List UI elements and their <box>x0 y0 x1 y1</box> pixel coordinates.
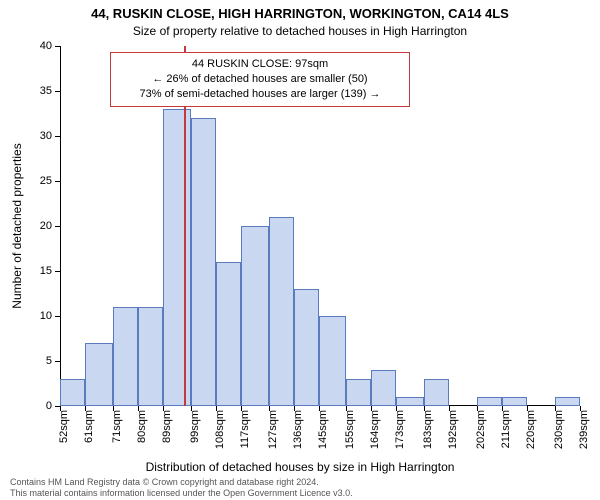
histogram-bar <box>113 307 138 406</box>
x-tick-label: 52sqm <box>58 410 70 443</box>
y-tick <box>55 226 60 227</box>
y-tick-label: 35 <box>22 85 52 97</box>
histogram-bar <box>396 397 424 406</box>
x-tick-label: 61sqm <box>83 410 95 443</box>
y-tick-label: 20 <box>22 220 52 232</box>
histogram-bar <box>346 379 371 406</box>
plot-area: 051015202530354052sqm61sqm71sqm80sqm89sq… <box>60 46 580 406</box>
histogram-bar <box>85 343 113 406</box>
y-tick <box>55 181 60 182</box>
x-tick-label: 173sqm <box>394 410 406 449</box>
x-tick-label: 117sqm <box>239 410 251 448</box>
x-tick-label: 89sqm <box>161 410 173 443</box>
x-tick-label: 71sqm <box>111 410 123 443</box>
footer-line-1: Contains HM Land Registry data © Crown c… <box>10 477 353 487</box>
histogram-bar <box>424 379 449 406</box>
histogram-bar <box>191 118 216 406</box>
histogram-bar <box>294 289 319 406</box>
y-tick-label: 25 <box>22 175 52 187</box>
histogram-bar <box>502 397 527 406</box>
x-tick-label: 127sqm <box>267 410 279 449</box>
y-tick <box>55 46 60 47</box>
x-tick-label: 230sqm <box>553 410 565 449</box>
histogram-bar <box>371 370 396 406</box>
histogram-bar <box>241 226 269 406</box>
x-tick-label: 155sqm <box>344 410 356 449</box>
x-tick-label: 136sqm <box>292 410 304 449</box>
y-tick-label: 10 <box>22 310 52 322</box>
histogram-bar <box>319 316 347 406</box>
y-tick <box>55 271 60 272</box>
histogram-bar <box>138 307 163 406</box>
x-tick-label: 145sqm <box>317 410 329 449</box>
x-tick-label: 192sqm <box>447 410 459 449</box>
x-tick-label: 239sqm <box>578 410 590 449</box>
plot-inner: 051015202530354052sqm61sqm71sqm80sqm89sq… <box>60 46 580 406</box>
histogram-bar <box>60 379 85 406</box>
x-tick-label: 164sqm <box>369 410 381 449</box>
x-tick-label: 183sqm <box>422 410 434 449</box>
histogram-bar <box>216 262 241 406</box>
histogram-bar <box>555 397 580 406</box>
y-tick <box>55 91 60 92</box>
histogram-bar <box>269 217 294 406</box>
footer-line-2: This material contains information licen… <box>10 488 353 498</box>
callout-line-1: 44 RUSKIN CLOSE: 97sqm <box>117 57 403 72</box>
chart-title: 44, RUSKIN CLOSE, HIGH HARRINGTON, WORKI… <box>0 6 600 21</box>
y-axis-line <box>60 46 61 406</box>
x-tick-label: 220sqm <box>525 410 537 449</box>
attribution-footer: Contains HM Land Registry data © Crown c… <box>10 477 353 498</box>
histogram-bar <box>477 397 502 406</box>
x-tick-label: 202sqm <box>475 410 487 449</box>
y-tick-label: 30 <box>22 130 52 142</box>
callout-line-3: 73% of semi-detached houses are larger (… <box>117 87 403 102</box>
y-tick <box>55 136 60 137</box>
y-tick-label: 5 <box>22 355 52 367</box>
histogram-bar <box>163 109 191 406</box>
chart-subtitle: Size of property relative to detached ho… <box>0 24 600 38</box>
callout-box: 44 RUSKIN CLOSE: 97sqm← 26% of detached … <box>110 52 410 107</box>
chart-container: 44, RUSKIN CLOSE, HIGH HARRINGTON, WORKI… <box>0 0 600 500</box>
y-tick-label: 0 <box>22 400 52 412</box>
y-tick-label: 15 <box>22 265 52 277</box>
callout-line-2: ← 26% of detached houses are smaller (50… <box>117 72 403 87</box>
x-tick-label: 99sqm <box>189 410 201 443</box>
x-tick-label: 108sqm <box>214 410 226 449</box>
x-axis-label: Distribution of detached houses by size … <box>0 460 600 474</box>
x-tick-label: 80sqm <box>136 410 148 443</box>
y-tick-label: 40 <box>22 40 52 52</box>
y-tick <box>55 316 60 317</box>
y-tick <box>55 361 60 362</box>
x-tick-label: 211sqm <box>500 410 512 448</box>
